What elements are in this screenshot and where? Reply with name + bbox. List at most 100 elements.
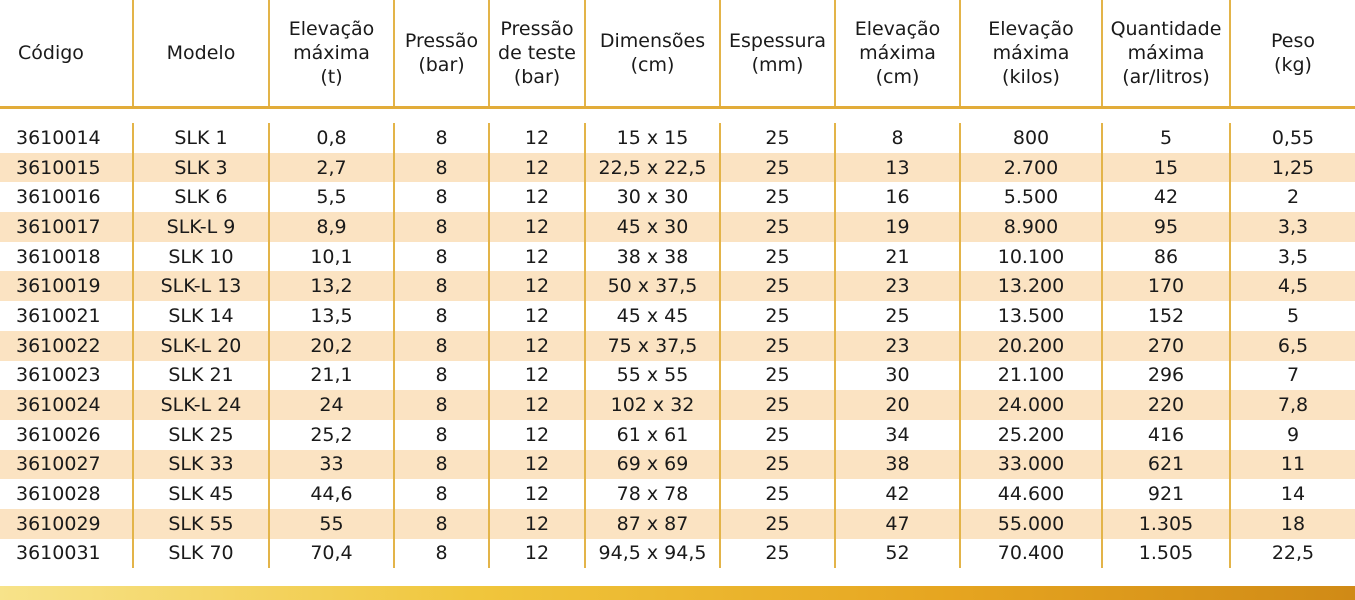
table-cell: SLK 55 — [132, 508, 269, 539]
table-cell: 3610027 — [0, 449, 133, 480]
table-cell: 61 x 61 — [584, 419, 720, 450]
table-cell: 13,5 — [268, 301, 394, 331]
table-cell: 25 — [719, 479, 835, 509]
table-cell: 23 — [834, 330, 960, 361]
table-body: 3610014 SLK 1 0,8 8 12 15 x 15 25 8 800 5 0,55 3610… — [0, 108, 1355, 569]
table-row: 3610014 SLK 1 0,8 8 12 15 x 15 25 8 800 5 0,55 — [0, 123, 1355, 153]
table-cell: 12 — [488, 508, 585, 539]
column-header: Quantidade máxima (ar/litros) — [1101, 0, 1230, 109]
table-cell: 5 — [1229, 301, 1355, 331]
table-cell: 3610018 — [0, 241, 133, 272]
column-header-line: (ar/litros) — [1122, 66, 1210, 88]
column-header-line: Elevação — [988, 18, 1074, 40]
table-row: 3610015 SLK 3 2,7 8 12 22,5 x 22,5 25 13 2.700 15… — [0, 152, 1355, 183]
table-cell: 800 — [959, 123, 1102, 153]
table-cell: 8 — [834, 123, 960, 153]
column-header: Pressão de teste (bar) — [488, 0, 585, 109]
table-cell: 1,25 — [1229, 152, 1355, 183]
table-cell: 25,2 — [268, 419, 394, 450]
table-header: Código Modelo Elevação máxima (t) Pressão (bar… — [0, 0, 1355, 109]
table-cell: 6,5 — [1229, 330, 1355, 361]
table-cell: 3610026 — [0, 419, 133, 450]
table-cell: 52 — [834, 538, 960, 569]
column-header-line: Elevação — [854, 18, 941, 40]
table-cell: 8 — [393, 479, 489, 509]
table-cell: 7 — [1229, 360, 1355, 391]
bottom-gradient-bar — [0, 586, 1355, 600]
column-header: Dimensões (cm) — [584, 0, 720, 109]
table-cell: 3,3 — [1229, 212, 1355, 242]
table-row: 3610024 SLK-L 24 24 8 12 102 x 32 25 20 24.000 22… — [0, 390, 1355, 420]
table-cell: 75 x 37,5 — [584, 330, 720, 361]
table-cell: 50 x 37,5 — [584, 271, 720, 302]
table-cell: 102 x 32 — [584, 390, 720, 420]
table-cell: 12 — [488, 271, 585, 302]
column-header: Elevação máxima (t) — [268, 0, 394, 109]
table-cell: 20,2 — [268, 330, 394, 361]
table-row: 3610017 SLK-L 9 8,9 8 12 45 x 30 25 19 8.900 95 3,… — [0, 212, 1355, 242]
table-cell: 8 — [393, 123, 489, 153]
table-cell: SLK 70 — [132, 538, 269, 569]
table-cell: 0,55 — [1229, 123, 1355, 153]
table-cell: 621 — [1101, 449, 1230, 480]
table-cell: 3610015 — [0, 152, 133, 183]
table-cell: 25 — [719, 390, 835, 420]
table-cell: 12 — [488, 390, 585, 420]
table-cell: 69 x 69 — [584, 449, 720, 480]
table-cell: 8 — [393, 360, 489, 391]
table-cell: 11 — [1229, 449, 1355, 480]
table-cell: 13 — [834, 152, 960, 183]
table-cell: 13,2 — [268, 271, 394, 302]
table-cell: 12 — [488, 479, 585, 509]
table-cell: SLK-L 20 — [132, 330, 269, 361]
table-cell: 25 — [719, 182, 835, 213]
table-cell: 25 — [719, 419, 835, 450]
column-header-line: (bar) — [418, 54, 465, 76]
table-cell: 12 — [488, 360, 585, 391]
table-cell: 152 — [1101, 301, 1230, 331]
table-cell: 44.600 — [959, 479, 1102, 509]
column-header-line: (bar) — [513, 66, 561, 88]
table-cell: 2.700 — [959, 152, 1102, 183]
table-cell: 8 — [393, 212, 489, 242]
table-cell: 33.000 — [959, 449, 1102, 480]
table-cell: 5.500 — [959, 182, 1102, 213]
table-cell: 3,5 — [1229, 241, 1355, 272]
table-cell: 70,4 — [268, 538, 394, 569]
column-header-line: (cm) — [630, 54, 675, 76]
column-header-line: Pressão — [404, 30, 479, 52]
table-cell: 3610023 — [0, 360, 133, 391]
table-cell: 15 x 15 — [584, 123, 720, 153]
table-cell: 30 — [834, 360, 960, 391]
table-cell: 34 — [834, 419, 960, 450]
column-header-line: Quantidade — [1110, 18, 1222, 40]
table-cell: 38 x 38 — [584, 241, 720, 272]
table-cell: 3610024 — [0, 390, 133, 420]
table-cell: 8.900 — [959, 212, 1102, 242]
table-cell: 8 — [393, 508, 489, 539]
table-cell: 33 — [268, 449, 394, 480]
table-cell: 3610021 — [0, 301, 133, 331]
column-header-line: Peso — [1271, 30, 1315, 52]
table-cell: 12 — [488, 182, 585, 213]
table-cell: SLK 33 — [132, 449, 269, 480]
table-cell: 5,5 — [268, 182, 394, 213]
table-cell: 8 — [393, 182, 489, 213]
table-cell: 8 — [393, 538, 489, 569]
header-row: Código Modelo Elevação máxima (t) Pressão (bar… — [0, 0, 1355, 109]
table-cell: 3610031 — [0, 538, 133, 569]
column-header-line: Modelo — [166, 42, 236, 64]
column-header: Modelo — [132, 0, 269, 109]
column-header-line: (t) — [320, 66, 343, 88]
table-row: 3610016 SLK 6 5,5 8 12 30 x 30 25 16 5.500 42 2 — [0, 182, 1355, 213]
table-row: 3610028 SLK 45 44,6 8 12 78 x 78 25 42 44.600 921… — [0, 479, 1355, 509]
table-cell: 3610028 — [0, 479, 133, 509]
table-cell: 42 — [1101, 182, 1230, 213]
table-cell: 5 — [1101, 123, 1230, 153]
table-cell: 70.400 — [959, 538, 1102, 569]
table-cell: 21.100 — [959, 360, 1102, 391]
table-cell: 47 — [834, 508, 960, 539]
table-cell: 220 — [1101, 390, 1230, 420]
table-cell: SLK-L 24 — [132, 390, 269, 420]
column-header-line: (kilos) — [1002, 66, 1060, 88]
